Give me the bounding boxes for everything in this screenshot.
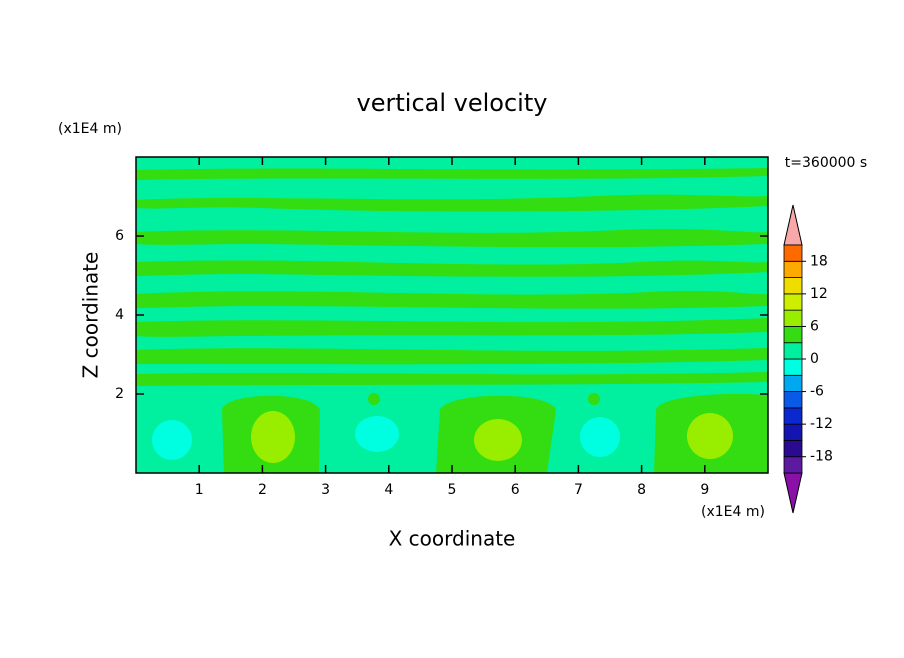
colorbar-box: [783, 374, 803, 392]
contour-region: [251, 411, 295, 463]
colorbar-box: [783, 456, 803, 474]
colorbar-box: [783, 277, 803, 295]
colorbar-tick-label: -18: [810, 449, 833, 465]
y-axis-title: Z coordinate: [79, 252, 103, 379]
contour-region: [368, 393, 380, 405]
x-tick-label: 7: [574, 482, 583, 498]
colorbar-tick-label: 18: [810, 253, 828, 269]
colorbar-box: [783, 326, 803, 344]
colorbar-tick-label: 6: [810, 318, 819, 334]
colorbar-box: [783, 342, 803, 360]
x-axis-title: X coordinate: [389, 527, 516, 551]
contour-region: [136, 194, 768, 212]
contour-region: [355, 416, 399, 452]
x-tick-label: 6: [511, 482, 520, 498]
x-unit: (x1E4 m): [701, 504, 765, 520]
contour-region: [136, 228, 768, 248]
x-tick-label: 8: [637, 482, 646, 498]
contour-field: [136, 157, 768, 473]
y-tick-label: 2: [115, 386, 124, 402]
contour-region: [588, 393, 600, 405]
colorbar-box: [783, 423, 803, 441]
y-tick-label: 6: [115, 228, 124, 244]
colorbar-tick-label: -12: [810, 416, 833, 432]
contour-region: [152, 420, 192, 460]
colorbar-box: [783, 260, 803, 278]
colorbar-box: [783, 244, 803, 262]
colorbar-extend: [783, 472, 803, 514]
colorbar-box: [783, 358, 803, 376]
contour-region: [136, 318, 768, 337]
colorbar-tick-label: 12: [810, 286, 828, 302]
annotation: t=360000 s: [785, 155, 867, 171]
x-tick-label: 3: [321, 482, 330, 498]
colorbar-box: [783, 440, 803, 458]
colorbar-tick-label: -6: [810, 384, 824, 400]
colorbar-box: [783, 391, 803, 409]
contour-region: [136, 290, 768, 309]
y-unit: (x1E4 m): [58, 121, 122, 137]
colorbar-extend: [783, 204, 803, 246]
contour-region: [136, 348, 768, 365]
colorbar-tick-label: 0: [810, 351, 819, 367]
x-tick-label: 5: [448, 482, 457, 498]
contour-region: [136, 260, 768, 277]
x-tick-label: 4: [384, 482, 393, 498]
y-tick-label: 4: [115, 307, 124, 323]
x-tick-label: 9: [700, 482, 709, 498]
contour-region: [580, 417, 620, 457]
colorbar-box: [783, 293, 803, 311]
contour-region: [136, 372, 768, 386]
x-tick-label: 1: [195, 482, 204, 498]
contour-region: [136, 168, 768, 180]
contour-region: [474, 419, 522, 461]
contour-region: [687, 413, 733, 459]
chart-title: vertical velocity: [357, 89, 548, 117]
x-tick-label: 2: [258, 482, 267, 498]
colorbar-box: [783, 407, 803, 425]
colorbar-box: [783, 309, 803, 327]
